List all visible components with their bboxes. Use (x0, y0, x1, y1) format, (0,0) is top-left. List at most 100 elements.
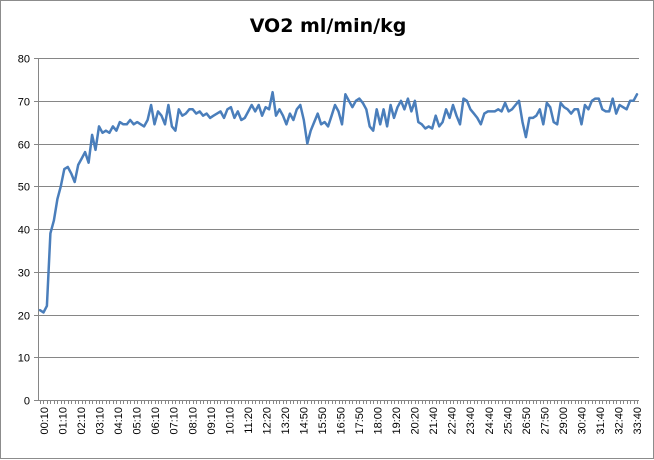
data-point (410, 110, 413, 113)
x-tick-label: 16:50 (336, 407, 348, 435)
data-point (584, 104, 586, 106)
data-point (549, 106, 551, 108)
data-point (608, 110, 610, 113)
data-point (601, 108, 604, 111)
data-point (230, 106, 232, 108)
x-tick-label: 12:20 (261, 407, 273, 435)
data-point (382, 108, 385, 111)
data-point (344, 93, 347, 96)
data-point (462, 97, 465, 100)
data-point (487, 110, 489, 113)
data-point (535, 114, 538, 117)
y-tick-label: 40 (18, 225, 30, 237)
x-tick-label: 18:00 (373, 407, 385, 435)
data-point (122, 123, 125, 126)
data-point (247, 110, 250, 113)
data-point (39, 309, 41, 312)
x-tick-label: 27:50 (539, 407, 551, 435)
data-point (580, 123, 583, 126)
data-point (202, 114, 204, 117)
x-tick-label: 06:10 (150, 407, 162, 435)
data-point (375, 108, 378, 111)
x-tick-label: 02:10 (76, 407, 88, 435)
data-point (63, 168, 66, 170)
data-point (348, 100, 350, 102)
data-point (379, 123, 382, 126)
data-point (181, 114, 184, 117)
data-point (167, 104, 170, 106)
data-point (306, 142, 309, 145)
data-point (618, 104, 621, 106)
x-tick-label: 23:40 (465, 407, 477, 435)
data-point (622, 106, 624, 108)
data-point (386, 125, 388, 128)
data-point (362, 102, 364, 104)
x-tick-label: 29:00 (558, 407, 570, 435)
data-point (178, 108, 180, 111)
x-tick-label: 03:10 (95, 407, 107, 435)
data-point (632, 100, 635, 102)
data-point (483, 112, 486, 115)
data-point (289, 112, 291, 115)
data-point (240, 119, 243, 121)
data-point (337, 110, 340, 113)
data-point (514, 104, 517, 106)
data-point (355, 100, 357, 102)
data-point (282, 114, 284, 117)
data-point (223, 117, 225, 119)
data-point (257, 104, 260, 106)
data-point (365, 108, 368, 111)
x-tick-label: 04:10 (113, 407, 125, 435)
data-point (73, 181, 76, 183)
data-point (407, 97, 409, 100)
data-point (115, 129, 118, 132)
data-point (309, 129, 312, 132)
data-point (233, 117, 236, 119)
data-point (205, 112, 208, 115)
data-point (139, 123, 142, 126)
x-tick-label: 00:10 (39, 407, 51, 435)
data-point (636, 93, 638, 96)
data-point (528, 117, 531, 119)
data-point (455, 114, 458, 117)
data-point (629, 100, 631, 102)
data-point (591, 100, 593, 102)
data-point (112, 125, 114, 128)
data-point (372, 129, 375, 132)
data-point (511, 108, 513, 111)
data-point (476, 117, 479, 119)
data-point (403, 108, 406, 111)
x-tick-label: 20:20 (410, 407, 422, 435)
data-point (469, 108, 472, 111)
data-point (143, 125, 145, 128)
data-point (452, 104, 454, 106)
data-point (219, 110, 222, 113)
data-point (278, 108, 281, 111)
data-point (570, 112, 572, 115)
x-tick-label: 21:40 (428, 407, 440, 435)
data-point (518, 100, 520, 102)
x-axis-tick-labels: 00:10 01:10 02:10 03:10 04:10 05:10 06:10 07:10… (39, 407, 644, 435)
data-point (254, 110, 256, 113)
data-point (91, 134, 93, 136)
x-tick-label: 08:10 (187, 407, 199, 435)
data-point (615, 112, 617, 115)
data-point (244, 117, 246, 119)
data-point (94, 149, 97, 151)
data-point (396, 106, 399, 108)
data-point (358, 97, 361, 100)
data-point (77, 164, 79, 166)
data-point (271, 91, 274, 93)
data-point (84, 151, 86, 153)
data-point (441, 121, 444, 123)
data-point (427, 125, 430, 128)
y-tick-label: 70 (18, 97, 30, 109)
x-tick-label: 09:10 (206, 407, 218, 435)
data-point (490, 110, 493, 113)
data-point (480, 123, 482, 126)
data-point (303, 119, 305, 121)
x-tick-label: 15:50 (317, 407, 329, 435)
data-point (393, 117, 395, 119)
data-point (80, 157, 83, 160)
y-axis-tick-labels: 0 10 20 30 40 50 60 70 80 (18, 54, 30, 408)
